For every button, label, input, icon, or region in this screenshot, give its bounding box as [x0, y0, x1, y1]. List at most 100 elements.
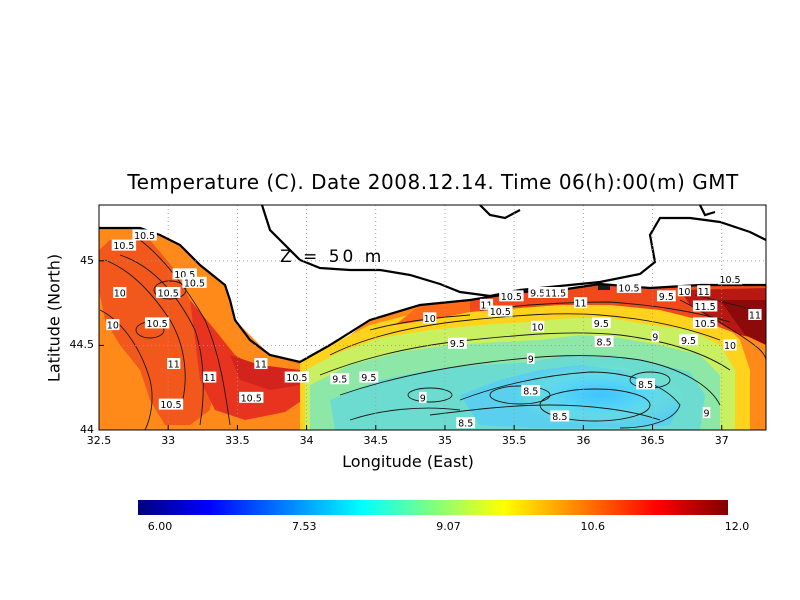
contour-label-bg — [182, 276, 207, 288]
contour-label: 10.5 — [501, 292, 522, 303]
contour-label: 10 — [424, 314, 436, 325]
contour-label-bg — [158, 398, 184, 410]
contour-label-bg — [155, 286, 181, 298]
contour-label: 10.5 — [158, 288, 179, 299]
contour-label-bg — [254, 358, 268, 370]
contour-label: 9.5 — [450, 339, 465, 350]
contour-label: 10.5 — [490, 307, 511, 318]
colorbar — [138, 500, 728, 515]
x-tick-label: 35.5 — [501, 434, 527, 447]
contour-label-bg — [528, 286, 548, 298]
contour-label-bg — [723, 339, 737, 351]
contour-label: 10.5 — [174, 270, 195, 281]
contour-label-bg — [132, 229, 157, 241]
contour-label-bg — [616, 281, 642, 293]
contour-label-bg — [448, 337, 467, 349]
x-tick-label: 33.5 — [225, 434, 250, 447]
contour-label-bg — [111, 239, 137, 251]
contour-label-bg — [456, 417, 476, 429]
contour-label: 11.5 — [695, 302, 716, 313]
contour-label: 11 — [480, 300, 492, 311]
contour-label: 9.5 — [594, 319, 609, 330]
contour-label-bg — [203, 371, 217, 383]
contour-label: 8.5 — [638, 380, 653, 391]
axis-ticks — [98, 260, 723, 431]
contour-label-bg — [172, 268, 197, 280]
contour-label: 11 — [168, 360, 180, 371]
contour-label-bg — [526, 352, 535, 364]
contour-label: 9.5 — [361, 373, 376, 384]
contour-label: 9.5 — [681, 336, 696, 347]
contour-label: 8.5 — [552, 412, 567, 423]
x-tick-label: 32.5 — [86, 434, 112, 447]
contour-label-bg — [692, 300, 718, 312]
contour-label-bg — [692, 317, 718, 329]
colorbar-tick-label: 9.07 — [436, 520, 461, 533]
sea-field — [99, 205, 766, 430]
contour-label-bg — [591, 317, 611, 329]
contour-label-bg — [330, 373, 350, 385]
contour-label-bg — [521, 385, 541, 397]
contour-label: 11 — [255, 360, 267, 371]
contour-label: 10.5 — [695, 319, 716, 330]
x-axis-label: Longitude (East) — [342, 452, 474, 471]
contour-label: 10.5 — [113, 241, 134, 252]
colorbar-tick-label: 10.6 — [580, 520, 606, 533]
contour-label-bg — [656, 290, 676, 302]
colorbar-tick-label: 6.00 — [147, 520, 173, 533]
contour-label-bg — [573, 297, 588, 309]
x-tick-label: 34.5 — [363, 434, 389, 447]
contour-label-bg — [651, 330, 660, 342]
contour-label: 9.5 — [530, 288, 545, 299]
x-tick-label: 34 — [299, 434, 314, 447]
contour-label-bg — [419, 391, 427, 403]
contour-label-bg — [106, 319, 120, 331]
contour-label-group: 10.510.510 10.510.510.510 10.5111110.510.5… — [106, 229, 762, 430]
contour-label: 8.5 — [458, 419, 473, 430]
y-tick-label: 44 — [80, 423, 94, 436]
map-title: Temperature (C). Date 2008.12.14. Time 0… — [127, 170, 739, 194]
x-tick-label: 36 — [576, 434, 591, 447]
contour-label-bg — [531, 320, 545, 332]
contour-lines — [99, 239, 767, 431]
contour-label-bg — [113, 286, 127, 298]
contour-label: 11 — [575, 299, 587, 310]
y-tick-label: 45 — [80, 253, 94, 267]
depth-label: Z = 50 m — [280, 247, 385, 267]
contour-label: 11 — [749, 310, 761, 321]
contour-label-bg — [543, 286, 568, 298]
contour-label-bg — [697, 285, 711, 297]
contour-label: 10.5 — [160, 400, 181, 411]
contour-label-bg — [636, 378, 656, 390]
contour-label: 10.5 — [719, 275, 740, 286]
contour-label-bg — [550, 410, 570, 422]
plot-frame — [98, 204, 767, 431]
contour-label: 8.5 — [523, 387, 538, 398]
contour-label: 10 — [532, 322, 544, 333]
contour-label: 10 — [107, 321, 119, 332]
contour-label-bg — [677, 285, 691, 297]
contour-label: 10 — [678, 287, 690, 298]
contour-label-bg — [423, 312, 437, 324]
contour-label: 11 — [204, 373, 216, 384]
contour-label-bg — [702, 407, 711, 419]
contour-label-bg — [239, 391, 264, 403]
contour-label: 9.5 — [659, 292, 674, 303]
contour-label-bg — [167, 358, 181, 370]
contour-label-bg — [748, 308, 762, 320]
contour-label-bg — [144, 317, 170, 329]
contour-label-bg — [679, 334, 698, 346]
contour-label: 10 — [114, 288, 126, 299]
contour-label: 9 — [652, 332, 658, 343]
x-tick-label: 35 — [437, 434, 452, 447]
contour-label: 9 — [420, 393, 426, 404]
contour-label: 10.5 — [286, 373, 307, 384]
contour-label-bg — [488, 305, 513, 317]
contour-label-bg — [594, 336, 614, 348]
contour-label: 8.5 — [597, 338, 612, 349]
contour-label: 9 — [703, 409, 709, 420]
contour-label-bg — [479, 298, 494, 310]
colorbar-tick-label: 12.0 — [724, 520, 750, 533]
contour-label: 11 — [698, 287, 710, 298]
